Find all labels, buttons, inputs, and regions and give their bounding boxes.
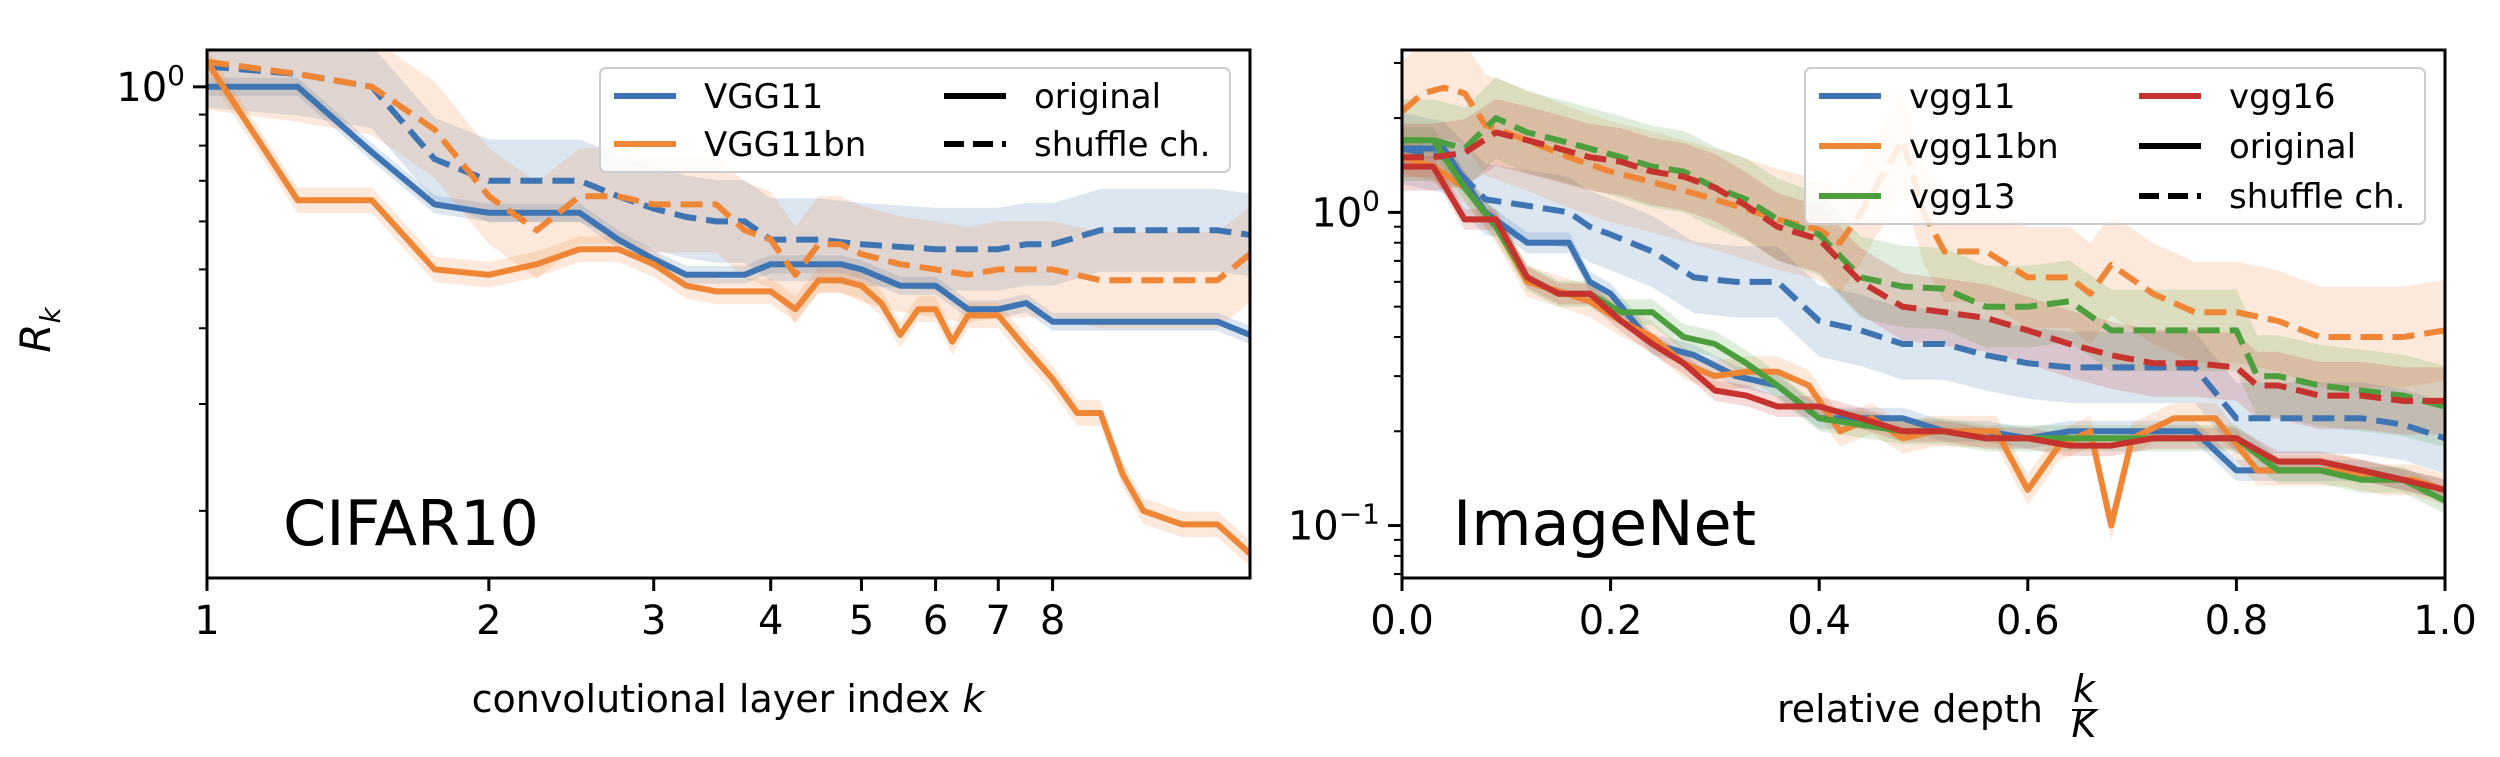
svg-text:k: k [2073,667,2097,711]
cifar10-y-axis-label: Rk [11,306,67,353]
legend-label-vgg16: vgg16 [2229,77,2336,117]
x-tick-label: 5 [849,598,874,644]
legend-label-vgg13: vgg13 [1909,177,2016,217]
vgg11-shuffle-ch-band [1402,112,2445,474]
x-tick-label: 0.8 [2205,598,2269,644]
x-tick-label: 4 [758,598,783,644]
legend-label-shuffle-ch: shuffle ch. [1034,125,1210,165]
legend-label-vgg11bn: VGG11bn [704,125,866,165]
y-tick-label: 10−1 [1288,498,1380,550]
x-tick-label: 0.4 [1787,598,1851,644]
x-tick-label: 2 [476,598,501,644]
vgg11bn-shuffle-ch-band [207,50,1250,329]
imagenet-legend-box [1804,67,2426,225]
cifar10-panel: 1 2 3 4 5 6 7 8 100 VGG11 VGG11bn original shuffle … [11,48,1252,721]
x-tick-label: 7 [986,598,1011,644]
vgg11bn-original-line [207,60,1250,556]
imagenet-axes-frame [1400,48,2447,580]
vgg11bn-original-band [207,50,1250,567]
x-tick-label: 0.2 [1579,598,1643,644]
vgg11-original-band [207,77,1250,345]
x-tick-label: 1.0 [2413,598,2477,644]
cifar10-legend-box [599,67,1231,173]
svg-text:K: K [2072,702,2100,746]
legend-label-original: original [2229,127,2356,167]
imagenet-panel: 0.0 0.2 0.4 0.6 0.8 1.0 100 10−1 vgg11 vgg11bn vg… [1288,48,2477,746]
vgg16-original-line [1402,163,2445,493]
legend-label-vgg11: vgg11 [1909,77,2016,117]
legend-label-vgg11bn: vgg11bn [1909,127,2059,167]
cifar10-x-axis-label: convolutional layer index k [472,677,987,721]
vgg13-shuffle-ch-band [1402,77,2445,448]
vgg11-shuffle-ch-line [1402,145,2445,442]
imagenet-panel-label: ImageNet [1453,487,1756,560]
legend-label-shuffle-ch: shuffle ch. [2229,177,2405,217]
x-tick-label: 6 [923,598,948,644]
vgg13-shuffle-ch-line [1402,115,2445,410]
x-tick-label: 0.0 [1370,598,1434,644]
imagenet-x-axis-label: relative depth [1777,687,2043,731]
cifar10-panel-label: CIFAR10 [283,487,539,560]
y-tick-label: 100 [1311,184,1380,236]
y-tick-label: 100 [116,59,185,111]
vgg11bn-shuffle-ch-line [207,58,1250,284]
cifar10-axes-frame [205,48,1252,580]
x-tick-label: 0.6 [1996,598,2060,644]
x-tick-label: 8 [1040,598,1065,644]
legend-label-original: original [1034,77,1161,117]
imagenet-x-axis-fraction: k K [2072,667,2100,746]
vgg11-shuffle-ch-band [207,50,1250,291]
vgg16-shuffle-ch-line [1402,129,2445,404]
x-tick-label: 1 [194,598,219,644]
legend-label-vgg11: VGG11 [704,77,823,117]
x-tick-label: 3 [641,598,666,644]
